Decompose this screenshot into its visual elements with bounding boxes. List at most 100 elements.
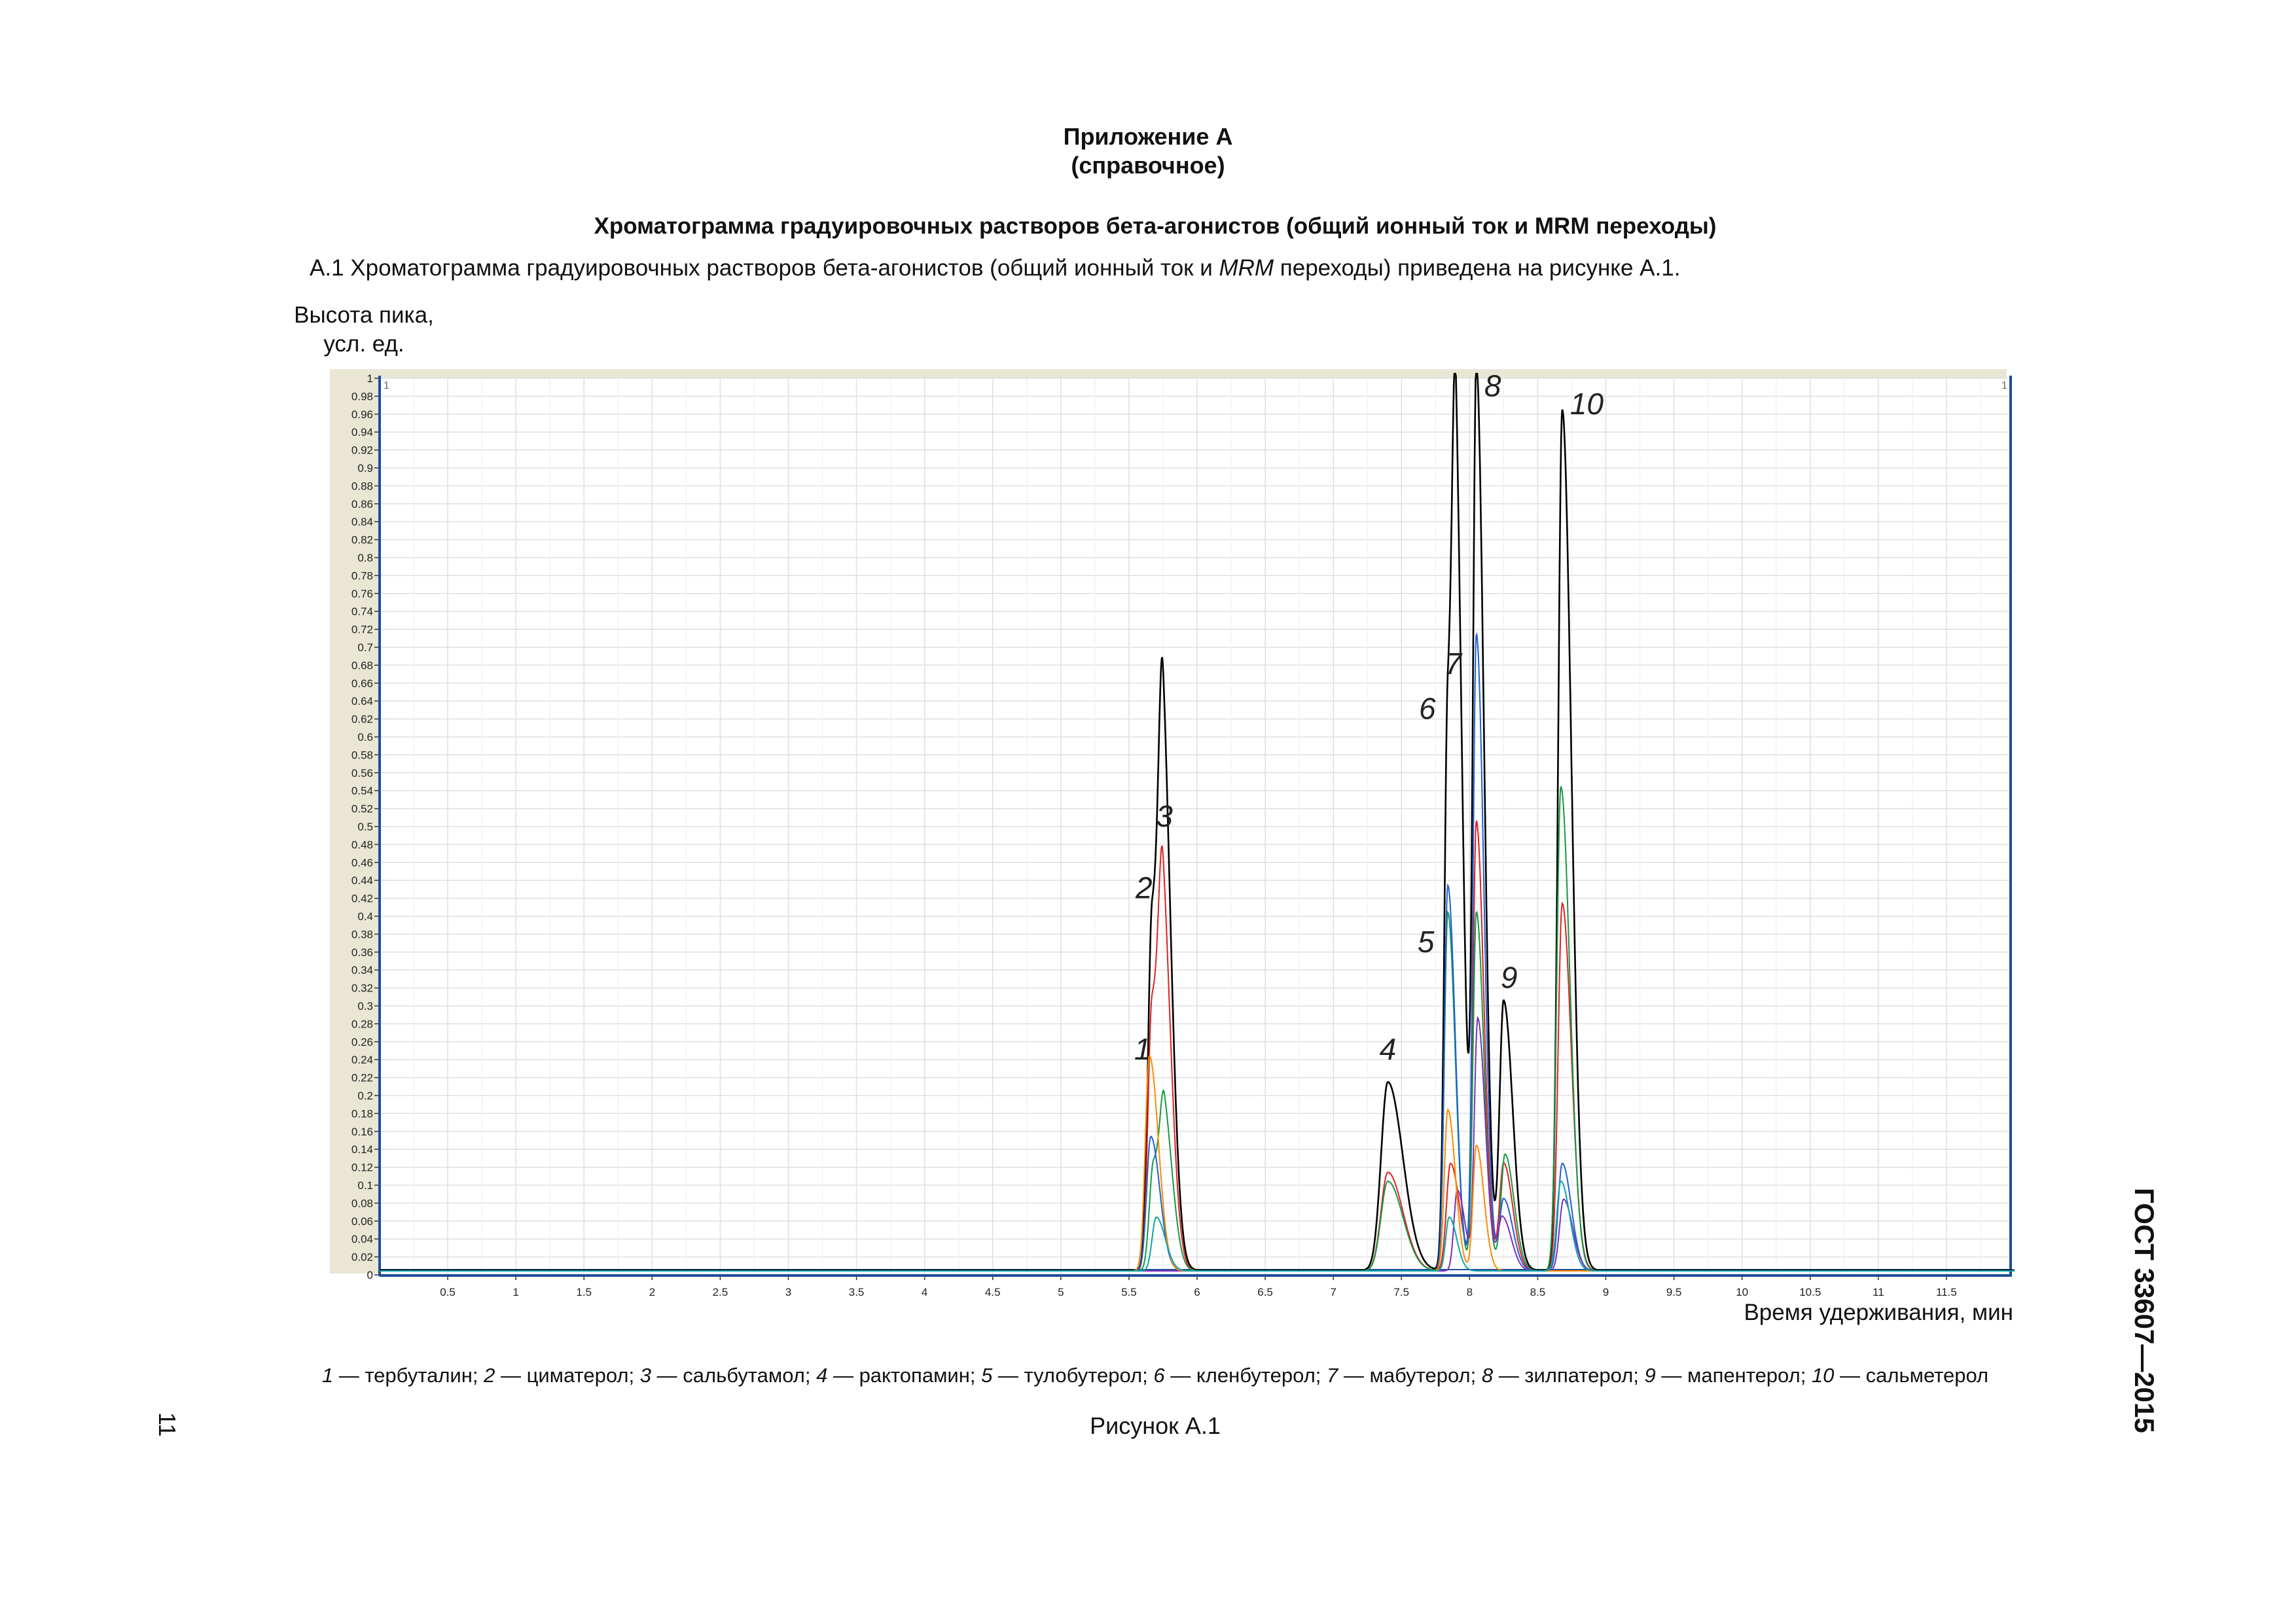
legend-name: мапентерол [1687,1364,1801,1387]
legend-item: 3 — сальбутамол [640,1364,805,1387]
legend-line: 1 — тербуталин; 2 — циматерол; 3 — сальб… [0,1364,2296,1387]
legend-name: мабутерол [1369,1364,1471,1387]
x-tick-label: 7.5 [1393,1286,1409,1296]
x-tick-label: 8.5 [1530,1286,1546,1296]
x-tick-label: 8 [1467,1286,1473,1296]
y-tick-label: 0.3 [357,1000,373,1012]
legend-name: тербуталин [365,1364,473,1387]
y-tick-label: 0.28 [351,1018,373,1030]
chromatogram-chart: 0 0.02 0.04 0.06 0.08 0.1 0.12 0.14 0.16 0.18 0.2 0… [330,368,2015,1296]
y-tick-label: 0.92 [351,444,373,457]
y-tick-label: 0.64 [351,695,373,707]
x-tick-label: 0.5 [440,1286,456,1296]
y-tick-label: 0.84 [351,516,373,528]
y-tick-label: 0.76 [351,588,373,600]
y-tick-label: 0.48 [351,838,373,851]
peak-label: 9 [1501,961,1518,995]
y-tick-label: 0.4 [357,910,373,923]
legend-separator: ; [628,1364,640,1387]
figure-caption: Рисунок А.1 [1090,1412,1221,1439]
y-tick-label: 0.1 [357,1179,373,1192]
peak-label: 5 [1418,925,1435,959]
legend-number: 5 [981,1364,993,1387]
legend-item: 1 — тербуталин [322,1364,473,1387]
y-tick-label: 0.98 [351,390,373,402]
y-axis-label-line2: усл. ед. [323,331,404,357]
x-tick-label: 9.5 [1666,1286,1682,1296]
y-tick-label: 0.42 [351,893,373,905]
x-tick-label: 1.5 [576,1286,592,1296]
legend-item: 8 — зилпатерол [1482,1364,1633,1387]
x-tick-label: 10.5 [1799,1286,1821,1296]
y-tick-label: 0.6 [357,731,373,743]
y-tick-label: 0.58 [351,749,373,761]
corner-mark-right: 1 [2001,380,2007,391]
legend-number: 3 [639,1364,651,1387]
y-tick-label: 0.82 [351,534,373,546]
legend-name: рактопамин [859,1364,970,1387]
legend-name: сальметерол [1865,1364,1989,1387]
y-tick-label: 0.86 [351,498,373,510]
legend-number: 4 [816,1364,828,1387]
legend-item: 9 — мапентерол [1645,1364,1801,1387]
y-tick-label: 0.94 [351,426,373,438]
y-tick-label: 0.32 [351,982,373,995]
y-tick-label: 0.56 [351,767,373,779]
legend-number: 6 [1153,1364,1165,1387]
trace-teal [380,1181,2015,1272]
x-tick-label: 1 [512,1286,518,1296]
y-tick-label: 0 [367,1269,373,1281]
y-tick-label: 0.46 [351,857,373,869]
legend-separator: ; [804,1364,817,1387]
y-axis-label: Высота пика, усл. ед. [285,301,442,359]
legend-number: 8 [1481,1364,1494,1387]
y-tick-label: 0.18 [351,1107,373,1120]
peak-label: 4 [1380,1032,1397,1066]
x-tick-label: 2 [649,1286,655,1296]
x-tick-label: 11.5 [1936,1286,1957,1296]
legend-dash: — [1834,1364,1866,1387]
x-axis-label: Время удерживания, мин [1744,1300,2013,1325]
y-axis-label-line1: Высота пика, [294,302,434,328]
legend-dash: — [1655,1364,1688,1387]
legend-separator: ; [1800,1364,1812,1387]
legend-dash: — [1493,1364,1525,1387]
legend-name: сальбутамол [683,1364,805,1387]
y-tick-label: 0.88 [351,480,373,492]
x-tick-label: 9 [1603,1286,1609,1296]
y-tick-label: 0.2 [357,1090,373,1102]
legend-dash: — [495,1364,527,1387]
legend-dash: — [1164,1364,1196,1387]
legend-item: 10 — сальметерол [1812,1364,1988,1387]
y-tick-label: 0.16 [351,1126,373,1138]
legend-item: 4 — рактопамин [816,1364,970,1387]
legend-number: 2 [484,1364,495,1387]
y-tick-label: 0.9 [357,462,373,474]
peak-label: 3 [1156,799,1173,833]
x-tick-label: 4 [922,1286,927,1296]
y-tick-label: 0.78 [351,569,373,582]
peak-label: 7 [1445,647,1463,681]
x-tick-label: 3.5 [849,1286,865,1296]
x-tick-label: 5.5 [1121,1286,1137,1296]
y-tick-label: 0.72 [351,624,373,636]
y-tick-label: 0.36 [351,946,373,959]
intro-paragraph: А.1 Хроматограмма градуировочных раствор… [310,255,1680,281]
legend-name: кленбутерол [1196,1364,1316,1387]
y-tick-label: 0.44 [351,874,373,887]
legend-item: 5 — тулобутерол [981,1364,1142,1387]
peak-label: 2 [1135,871,1153,905]
legend-dash: — [651,1364,683,1387]
x-tick-label: 6 [1194,1286,1200,1296]
legend-separator: ; [1142,1364,1154,1387]
y-tick-label: 0.74 [351,605,373,618]
legend-number: 1 [321,1364,334,1387]
intro-suffix: переходы) приведена на рисунке А.1. [1274,255,1681,281]
appendix-subtitle: (справочное) [1071,152,1225,179]
y-tick-label: 0.7 [357,641,373,654]
appendix-title: Приложение А [1063,123,1233,150]
y-tick-label: 0.14 [351,1143,373,1156]
y-tick-label: 0.24 [351,1054,373,1066]
legend-separator: ; [969,1364,982,1387]
y-tick-label: 0.06 [351,1215,373,1228]
